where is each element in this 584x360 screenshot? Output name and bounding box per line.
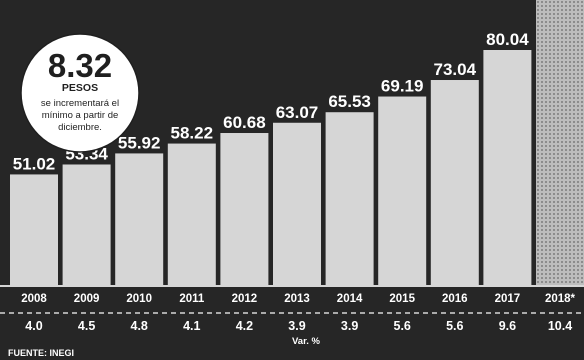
- variation-value-2011: 4.1: [183, 319, 200, 333]
- callout-line-3: diciembre.: [58, 122, 102, 133]
- bar-value-label-2011: 58.22: [171, 124, 214, 143]
- year-label-2014: 2014: [337, 293, 363, 305]
- variation-value-2015: 5.6: [394, 319, 411, 333]
- variation-value-2009: 4.5: [78, 319, 95, 333]
- year-label-2012: 2012: [232, 293, 258, 305]
- bar-2016: [430, 80, 479, 287]
- variation-value-2018: 10.4: [548, 319, 572, 333]
- year-label-2008: 2008: [21, 293, 47, 305]
- year-label-2011: 2011: [179, 293, 205, 305]
- bar-2017: [483, 50, 532, 286]
- bar-value-label-2016: 73.04: [434, 60, 477, 79]
- projection-bar-2018: [536, 0, 584, 286]
- variation-value-2012: 4.2: [236, 319, 253, 333]
- bar-2009: [62, 164, 111, 286]
- year-label-2016: 2016: [442, 293, 468, 305]
- callout-line-1: se incrementará el: [41, 98, 119, 109]
- year-label-2018: 2018*: [545, 293, 576, 305]
- variation-axis-label: Var. %: [292, 336, 321, 347]
- bar-2015: [378, 96, 427, 287]
- bar-2008: [10, 174, 58, 286]
- bar-2014: [325, 112, 374, 286]
- bar-2013: [273, 122, 321, 286]
- variation-value-2017: 9.6: [499, 319, 516, 333]
- variation-value-2014: 3.9: [341, 319, 358, 333]
- year-label-2010: 2010: [126, 293, 152, 305]
- bar-value-label-2010: 55.92: [118, 133, 161, 152]
- bar-value-label-2017: 80.04: [486, 30, 529, 49]
- variation-value-2016: 5.6: [446, 319, 463, 333]
- year-label-2017: 2017: [495, 293, 521, 305]
- variation-value-2010: 4.8: [131, 319, 148, 333]
- year-label-2009: 2009: [74, 293, 100, 305]
- bar-2012: [220, 133, 269, 286]
- callout-badge: 8.32 PESOS se incrementará el mínimo a p…: [20, 33, 140, 153]
- bar-value-label-2008: 51.02: [13, 154, 56, 173]
- bar-value-label-2015: 69.19: [381, 77, 424, 96]
- year-label-2015: 2015: [389, 293, 415, 305]
- variation-value-2013: 3.9: [288, 319, 305, 333]
- bar-2011: [167, 143, 216, 286]
- bar-value-label-2013: 63.07: [276, 103, 319, 122]
- variation-value-2008: 4.0: [25, 319, 42, 333]
- bar-value-label-2012: 60.68: [223, 113, 266, 132]
- bar-2010: [115, 153, 164, 286]
- bar-value-label-2014: 65.53: [328, 92, 371, 111]
- callout-value: 8.32: [48, 47, 112, 84]
- year-label-2013: 2013: [284, 293, 310, 305]
- callout-line-2: mínimo a partir de: [42, 110, 119, 121]
- callout-unit: PESOS: [62, 82, 98, 94]
- source-note: FUENTE: INEGI: [8, 348, 74, 358]
